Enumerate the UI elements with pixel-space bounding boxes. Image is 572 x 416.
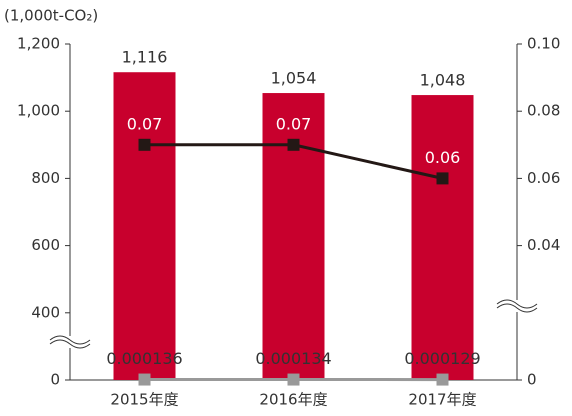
line-label: 0.07: [127, 114, 163, 133]
line-marker: [287, 373, 300, 386]
y-tick-label: 800: [31, 169, 60, 187]
y2-tick-label: 0.04: [527, 236, 560, 254]
bar-label: 1,048: [420, 71, 466, 90]
y-tick-label: 600: [31, 236, 60, 254]
line-label: 0.07: [276, 114, 312, 133]
axis-break: [49, 299, 538, 349]
bar: [411, 95, 474, 381]
y2-tick-label: 0.10: [527, 35, 560, 53]
bar-label: 1,116: [122, 48, 168, 67]
y-axis-label: (1,000t-CO₂): [4, 7, 98, 25]
line-label: 0.000134: [255, 349, 331, 368]
y-tick-label: 400: [31, 303, 60, 321]
line-marker: [138, 373, 151, 386]
y-tick-label: 1,200: [17, 35, 60, 53]
line-marker: [436, 373, 449, 386]
line-marker: [436, 172, 449, 185]
x-tick-label: 2016年度: [259, 391, 327, 409]
y-tick-label: 1,000: [17, 102, 60, 120]
y2-tick-label: 0: [527, 371, 537, 389]
y2-tick-label: 0.08: [527, 102, 560, 120]
bar-label: 1,054: [271, 69, 317, 88]
y-tick-label: 0: [50, 371, 60, 389]
line-marker: [138, 138, 151, 151]
x-tick-label: 2015年度: [110, 391, 178, 409]
line-label: 0.06: [425, 148, 461, 167]
bar: [262, 93, 325, 380]
bar: [113, 72, 176, 380]
line-label: 0.000136: [106, 349, 182, 368]
y2-tick-label: 0.06: [527, 169, 560, 187]
line-marker: [287, 138, 300, 151]
x-tick-label: 2017年度: [408, 391, 476, 409]
line-label: 0.000129: [404, 349, 480, 368]
